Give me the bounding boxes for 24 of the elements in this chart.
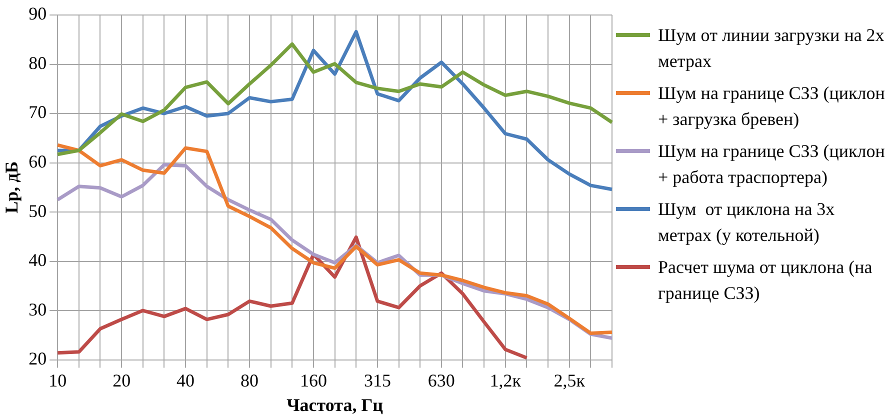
legend-label: Расчет шума от циклона (на границе СЗЗ): [658, 256, 874, 305]
y-tick-label: 60: [28, 152, 47, 172]
y-tick-label: 30: [28, 299, 47, 320]
legend-label: Шум от циклона на 3х метрах (у котельной): [658, 198, 836, 247]
y-tick-label: 70: [28, 102, 47, 122]
x-tick-label: 1,2к: [490, 370, 522, 390]
x-axis-title: Частота, Гц: [286, 394, 384, 415]
x-tick-label: 80: [240, 370, 259, 390]
x-tick-label: 20: [112, 370, 131, 390]
x-tick-label: 315: [364, 370, 391, 390]
y-axis-title: Lp, дБ: [1, 161, 22, 214]
legend-label: Шум на границе СЗЗ (циклон + работа траспортера): [658, 140, 886, 189]
x-tick-label: 630: [428, 370, 455, 390]
y-tick-label: 80: [28, 52, 47, 73]
x-tick-label: 2,5к: [554, 370, 586, 390]
x-tick-label: 10: [48, 370, 67, 390]
legend-label: Шум на границе СЗЗ (циклон + загрузка бревен): [658, 82, 886, 131]
x-tick-label: 40: [176, 370, 195, 390]
x-tick-label: 160: [300, 370, 327, 390]
y-tick-label: 50: [28, 200, 47, 221]
legend-label: Шум от линии загрузки на 2х метрах: [658, 24, 886, 73]
y-tick-label: 40: [28, 250, 47, 270]
y-tick-label: 90: [28, 4, 47, 24]
y-tick-label: 20: [28, 348, 47, 369]
